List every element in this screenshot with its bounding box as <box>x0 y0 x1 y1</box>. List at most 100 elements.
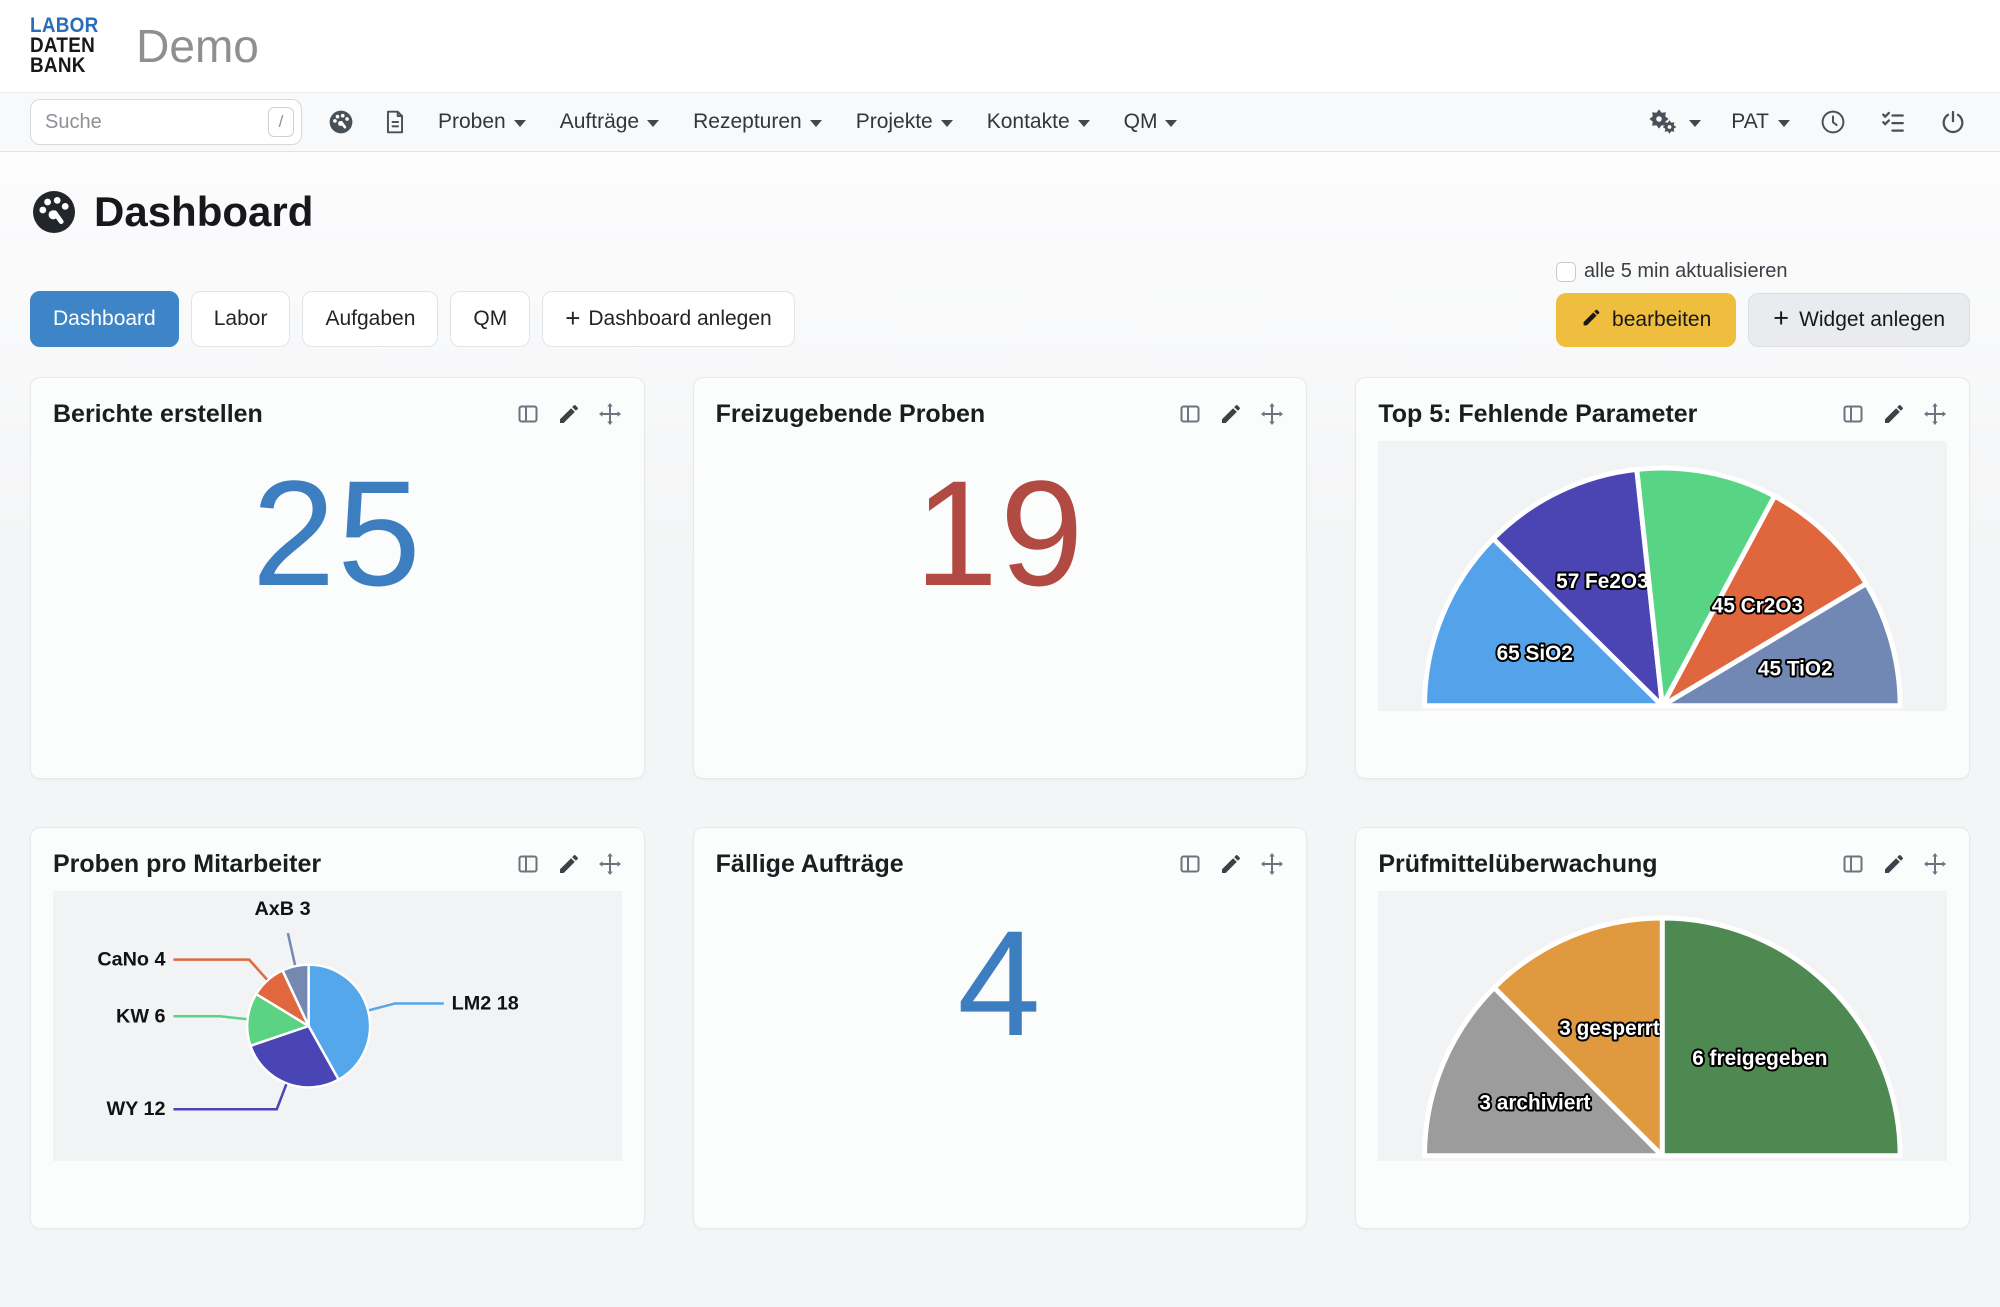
app-title: Demo <box>136 20 259 72</box>
svg-text:3 gesperrt: 3 gesperrt <box>1560 1017 1661 1040</box>
logo-line-1: LABOR <box>30 14 99 38</box>
main-navbar: / Proben Aufträge Rezepturen Projekte Kontak… <box>0 92 2000 152</box>
widget-berichte-erstellen: Berichte erstellen 25 <box>30 377 645 779</box>
chevron-down-icon <box>809 120 822 127</box>
widget-columns-icon[interactable] <box>1841 852 1865 876</box>
chevron-down-icon <box>1778 120 1790 127</box>
user-menu[interactable]: PAT <box>1731 110 1790 134</box>
widget-edit-icon[interactable] <box>557 852 581 876</box>
widget-move-icon[interactable] <box>598 402 622 426</box>
plus-icon: + <box>1773 303 1790 333</box>
toolbar-row: Dashboard Labor Aufgaben QM + Dashboard anleg… <box>0 260 2000 347</box>
widget-columns-icon[interactable] <box>1841 402 1865 426</box>
svg-text:KW 6: KW 6 <box>116 1005 166 1027</box>
chevron-down-icon <box>513 120 526 127</box>
widget-move-icon[interactable] <box>1923 852 1947 876</box>
chart-pruefmittelueberwachung: 3 archiviert 3 gesperrt 6 freigegeben <box>1378 891 1947 1161</box>
user-name: PAT <box>1731 110 1769 133</box>
svg-text:3 archiviert: 3 archiviert <box>1480 1091 1591 1114</box>
widget-top5-fehlende-parameter: Top 5: Fehlende Parameter 65 SiO2 57 Fe2O3… <box>1355 377 1970 779</box>
tab-dashboard-anlegen[interactable]: + Dashboard anlegen <box>542 291 795 347</box>
edit-dashboard-button[interactable]: bearbeiten <box>1556 293 1737 347</box>
widget-edit-icon[interactable] <box>1882 852 1906 876</box>
tab-dashboard[interactable]: Dashboard <box>30 291 179 347</box>
page-head: Dashboard <box>0 152 2000 236</box>
widget-title: Fällige Aufträge <box>715 850 904 878</box>
svg-text:WY 12: WY 12 <box>106 1098 165 1120</box>
widget-move-icon[interactable] <box>598 852 622 876</box>
plus-icon: + <box>565 302 581 333</box>
tab-qm[interactable]: QM <box>450 291 531 347</box>
widget-edit-icon[interactable] <box>1219 402 1243 426</box>
widget-columns-icon[interactable] <box>1178 402 1202 426</box>
widget-title: Top 5: Fehlende Parameter <box>1378 400 1698 428</box>
metric-value: 19 <box>914 449 1086 617</box>
auto-refresh-checkbox[interactable] <box>1556 261 1577 282</box>
svg-text:CaNo 4: CaNo 4 <box>97 949 165 971</box>
search-input[interactable] <box>30 99 302 145</box>
chevron-down-icon <box>940 120 953 127</box>
app-header: LABOR DATEN BANK Demo <box>0 0 2000 92</box>
widget-faellige-auftraege: Fällige Aufträge 4 <box>692 827 1308 1229</box>
chevron-down-icon <box>1077 120 1090 127</box>
logo-line-2: DATEN <box>30 34 96 58</box>
settings-gears-dropdown[interactable] <box>1648 107 1702 137</box>
nav-menu-rezepturen[interactable]: Rezepturen <box>693 110 822 134</box>
tasks-checklist-icon[interactable] <box>1880 107 1910 137</box>
widget-columns-icon[interactable] <box>516 402 540 426</box>
svg-text:57 Fe2O3: 57 Fe2O3 <box>1556 570 1649 593</box>
auto-refresh-row: alle 5 min aktualisieren <box>1556 260 1970 283</box>
button-row: bearbeiten + Widget anlegen <box>1556 293 1970 347</box>
chevron-down-icon <box>1165 120 1178 127</box>
tab-labor[interactable]: Labor <box>190 291 291 347</box>
chevron-down-icon <box>647 120 660 127</box>
svg-text:AxB 3: AxB 3 <box>254 898 310 920</box>
auto-refresh-label: alle 5 min aktualisieren <box>1584 260 1788 282</box>
nav-right: PAT <box>1648 107 1970 137</box>
gauge-icon[interactable] <box>328 107 358 137</box>
power-icon[interactable] <box>1940 107 1970 137</box>
settings-gears-icon <box>1648 107 1680 137</box>
metric-value: 25 <box>251 449 423 617</box>
widget-title: Freizugebende Proben <box>715 400 986 428</box>
app-logo[interactable]: LABOR DATEN BANK <box>30 14 99 77</box>
page-title: Dashboard <box>94 188 314 235</box>
widget-columns-icon[interactable] <box>1178 852 1202 876</box>
widget-edit-icon[interactable] <box>1882 402 1906 426</box>
svg-text:45 TiO2: 45 TiO2 <box>1758 658 1833 681</box>
nav-menu-kontakte[interactable]: Kontakte <box>987 110 1090 134</box>
chevron-down-icon <box>1689 120 1702 127</box>
add-widget-button[interactable]: + Widget anlegen <box>1748 293 1970 347</box>
dashboard-tabs: Dashboard Labor Aufgaben QM + Dashboard anleg… <box>30 291 795 347</box>
widget-edit-icon[interactable] <box>1219 852 1243 876</box>
chart-proben-pro-mitarbeiter: LM2 18 WY 12 KW 6 CaNo 4 AxB 3 <box>53 891 622 1161</box>
search-shortcut-badge: / <box>268 107 294 137</box>
widget-edit-icon[interactable] <box>557 402 581 426</box>
dashboard-gauge-icon <box>30 188 78 236</box>
widget-pruefmittelueberwachung: Prüfmittelüberwachung 3 archiviert 3 gespe… <box>1355 827 1970 1229</box>
content: Dashboard Dashboard Labor Aufgaben QM + Dashb… <box>0 152 2000 1307</box>
nav-menu-auftraege[interactable]: Aufträge <box>560 110 660 134</box>
svg-text:45 Cr2O3: 45 Cr2O3 <box>1712 594 1803 617</box>
svg-text:LM2 18: LM2 18 <box>452 993 519 1015</box>
svg-text:65 SiO2: 65 SiO2 <box>1497 642 1573 665</box>
nav-menu-projekte[interactable]: Projekte <box>856 110 953 134</box>
logo-line-3: BANK <box>30 53 86 77</box>
search-wrap: / <box>30 99 302 145</box>
chart-top5-fehlende-parameter: 65 SiO2 57 Fe2O3 45 Cr2O3 45 TiO2 <box>1378 441 1947 711</box>
tab-aufgaben[interactable]: Aufgaben <box>302 291 439 347</box>
widget-columns-icon[interactable] <box>516 852 540 876</box>
widget-move-icon[interactable] <box>1260 402 1284 426</box>
widget-proben-pro-mitarbeiter: Proben pro Mitarbeiter LM2 18 WY 12 KW 6 CaN… <box>30 827 645 1229</box>
clock-icon[interactable] <box>1820 107 1850 137</box>
widget-move-icon[interactable] <box>1923 402 1947 426</box>
nav-menus: Proben Aufträge Rezepturen Projekte Kontakte… <box>438 110 1178 134</box>
widget-move-icon[interactable] <box>1260 852 1284 876</box>
nav-left-icons <box>328 107 412 137</box>
widget-title: Proben pro Mitarbeiter <box>53 850 322 878</box>
pencil-icon <box>1581 307 1602 334</box>
nav-menu-qm[interactable]: QM <box>1124 110 1178 134</box>
document-icon[interactable] <box>382 107 412 137</box>
svg-text:6 freigegeben: 6 freigegeben <box>1693 1047 1828 1070</box>
nav-menu-proben[interactable]: Proben <box>438 110 526 134</box>
